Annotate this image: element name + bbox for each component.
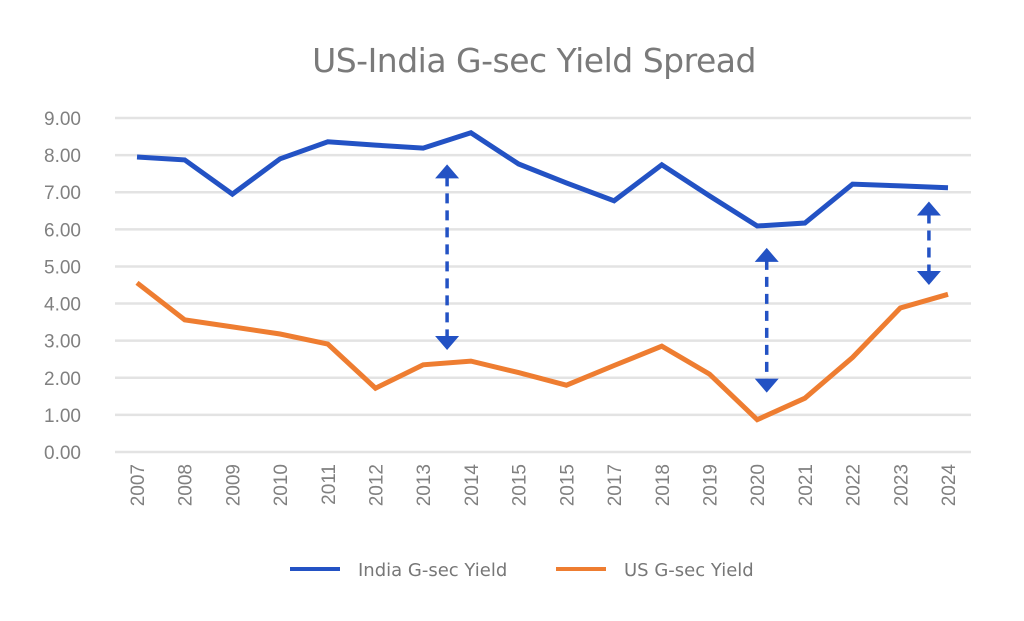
- india-yield-line: [136, 130, 949, 229]
- legend-item: India G-sec Yield: [290, 560, 507, 581]
- x-tick-label: 2014: [462, 464, 483, 507]
- x-tick-label: 2015: [557, 464, 578, 506]
- y-tick-label: 0.00: [44, 443, 81, 464]
- x-tick-label: 2011: [319, 464, 340, 505]
- us-yield-line: [135, 280, 949, 423]
- chart-title: US-India G-sec Yield Spread: [312, 41, 756, 80]
- x-tick-label: 2022: [844, 464, 865, 506]
- spread-arrow: [754, 247, 779, 393]
- y-tick-label: 8.00: [44, 146, 81, 167]
- x-tick-label: 2020: [748, 464, 769, 506]
- arrow-down-icon: [916, 271, 941, 285]
- x-tick-label: 2021: [796, 464, 817, 506]
- spread-arrow: [435, 164, 460, 350]
- arrow-down-icon: [435, 335, 460, 350]
- legend: India G-sec Yield US G-sec Yield: [290, 560, 754, 581]
- y-tick-label: 7.00: [44, 183, 81, 204]
- x-tick-label: 2008: [176, 464, 197, 506]
- x-tick-label: 2018: [653, 464, 674, 506]
- x-tick-label: 2024: [939, 464, 960, 507]
- x-axis-ticks: 2007 2008 2009 2010 2011 2012 2013 2014 2015 2015…: [128, 464, 960, 507]
- spread-arrow: [916, 201, 941, 285]
- x-tick-label: 2012: [367, 464, 388, 506]
- x-tick-label: 2017: [605, 464, 626, 506]
- y-tick-label: 3.00: [44, 332, 81, 353]
- x-tick-label: 2015: [510, 464, 531, 506]
- y-tick-label: 4.00: [44, 295, 81, 316]
- gridlines: [115, 116, 971, 454]
- x-tick-label: 2009: [223, 464, 244, 506]
- x-tick-label: 2010: [271, 464, 292, 506]
- arrow-up-icon: [754, 247, 779, 262]
- series-lines: [135, 130, 949, 423]
- y-tick-label: 2.00: [44, 369, 81, 390]
- arrow-down-icon: [754, 378, 779, 393]
- arrow-up-icon: [916, 201, 941, 216]
- arrow-up-icon: [435, 164, 460, 179]
- x-tick-label: 2023: [891, 464, 912, 506]
- legend-label: India G-sec Yield: [358, 560, 507, 581]
- y-tick-label: 1.00: [44, 406, 81, 427]
- spread-annotations: [435, 164, 941, 393]
- x-tick-label: 2019: [700, 464, 721, 506]
- y-tick-label: 5.00: [44, 257, 81, 278]
- y-tick-label: 6.00: [44, 220, 81, 241]
- x-tick-label: 2007: [128, 464, 149, 506]
- y-tick-label: 9.00: [44, 109, 81, 130]
- x-tick-label: 2013: [414, 464, 435, 506]
- legend-item: US G-sec Yield: [556, 560, 754, 581]
- legend-label: US G-sec Yield: [624, 560, 754, 581]
- y-axis-ticks: 0.00 1.00 2.00 3.00 4.00 5.00 6.00 7.00 8.00 9.00: [44, 109, 81, 464]
